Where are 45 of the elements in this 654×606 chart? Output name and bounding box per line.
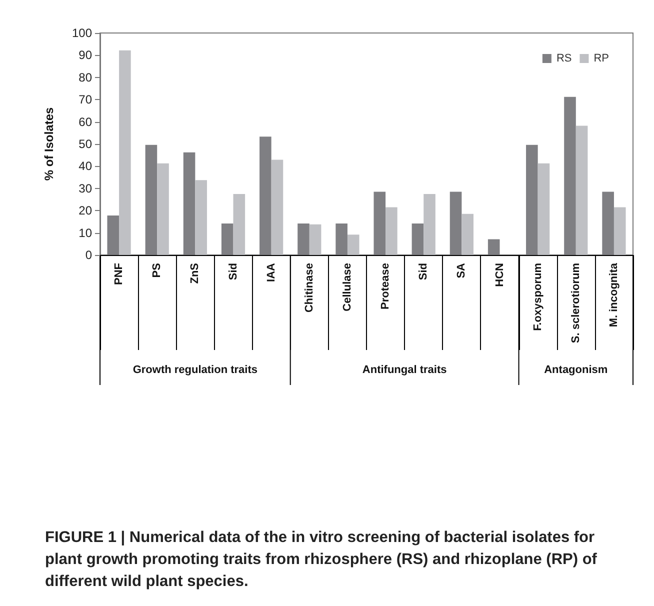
y-tick-label: 90 bbox=[78, 48, 92, 62]
y-tick-label: 30 bbox=[78, 181, 92, 196]
x-tick-label: ZnS bbox=[189, 263, 202, 284]
legend-label: RS bbox=[556, 52, 572, 64]
bar bbox=[233, 194, 246, 255]
bar bbox=[386, 207, 398, 255]
bar bbox=[614, 207, 626, 255]
x-tick-label: M. incognita bbox=[608, 262, 620, 328]
x-tick-label: F.oxysporum bbox=[532, 262, 544, 331]
x-tick-label: SA bbox=[456, 262, 468, 278]
y-tick-label: 0 bbox=[85, 248, 92, 262]
bar bbox=[271, 160, 284, 255]
y-tick-label: 60 bbox=[78, 114, 92, 129]
x-tick-label: S. sclerotiorum bbox=[570, 262, 582, 344]
x-tick-label: IAA bbox=[265, 262, 278, 282]
x-tick-label: Sid bbox=[418, 263, 430, 280]
y-tick-label: 70 bbox=[78, 92, 92, 107]
bar bbox=[538, 163, 550, 255]
x-tick-label: Cellulase bbox=[341, 263, 354, 312]
caption: FIGURE 1 | Numerical data of the in vitro screening of bacterial isolates for plant growth promoting traits from rhizosphere (RS) and rhizoplane (RP) of different wild plant species. bbox=[45, 528, 598, 592]
bar bbox=[462, 214, 474, 255]
bar bbox=[576, 126, 588, 255]
x-tick-label: HCN bbox=[494, 262, 506, 287]
x-tick-label: Chitinase bbox=[303, 263, 316, 313]
y-tick-label: 40 bbox=[78, 159, 92, 174]
legend-label: RP bbox=[594, 52, 609, 64]
text: Growth regulation traits bbox=[132, 364, 258, 376]
text: Antifungal traits bbox=[362, 364, 447, 376]
y-tick-label: 100 bbox=[72, 26, 92, 40]
text: Antagonism bbox=[544, 364, 608, 376]
x-tick-label: Sid bbox=[227, 263, 240, 280]
x-tick-label: PS bbox=[151, 263, 164, 278]
bar bbox=[157, 163, 169, 255]
x-tick-label: PNF bbox=[113, 262, 126, 285]
bar bbox=[309, 224, 322, 255]
x-tick-label: Protease bbox=[380, 263, 392, 310]
y-tick-label: 50 bbox=[78, 137, 92, 151]
y-tick-label: 10 bbox=[78, 226, 92, 240]
y-tick-label: 80 bbox=[78, 70, 92, 84]
bar bbox=[347, 234, 360, 255]
bar bbox=[195, 180, 207, 255]
bar bbox=[424, 194, 436, 255]
bar bbox=[119, 50, 131, 255]
y-tick-label: 20 bbox=[78, 204, 92, 218]
y-axis-title: % of Isolates bbox=[42, 107, 56, 181]
